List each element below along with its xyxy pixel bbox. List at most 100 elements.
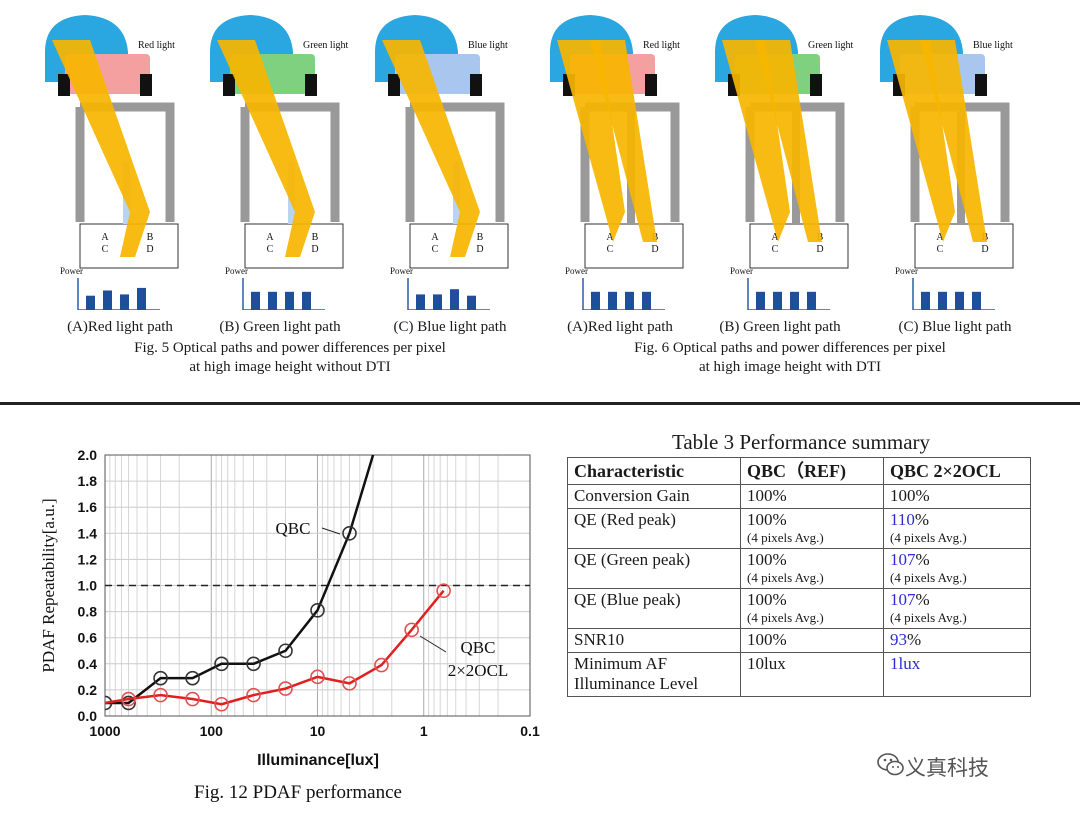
- pixel-label-c: C: [267, 244, 274, 255]
- y-tick-label: 0.2: [78, 682, 98, 698]
- light-beam-left: [887, 40, 955, 242]
- data-point: [404, 622, 419, 638]
- power-bar-b: [938, 291, 947, 310]
- light-name: Green light: [808, 40, 853, 51]
- light-beam-right: [920, 40, 987, 242]
- ref-value: 100%: [747, 630, 787, 649]
- power-bar-c: [790, 291, 799, 310]
- ref-value: 100%: [747, 486, 787, 505]
- power-bar-c: [120, 294, 129, 310]
- table-row: QE (Red peak) 100% (4 pixels Avg.) 110% (4 p…: [567, 508, 1031, 549]
- power-chart: PowerABCD: [390, 266, 490, 310]
- ref-value: 10lux: [747, 654, 786, 673]
- light-name: Red light: [643, 40, 680, 51]
- series-line: [105, 589, 445, 706]
- power-bar-d: [302, 291, 311, 310]
- data-point: [214, 656, 229, 672]
- ocl-highlight-value: 107: [890, 590, 916, 609]
- ocl-highlight-value: 107: [890, 550, 916, 569]
- light-name: Blue light: [468, 40, 508, 51]
- light-name: Red light: [138, 40, 175, 51]
- pdaf-performance-chart: 0.0 0.2 0.4 0.6 0.8 1.0 1.2 1.4 1.6 1.8 2.0 1000 100…: [0, 430, 560, 810]
- table-row: Minimum AF Illuminance Level 10lux 1lux: [567, 652, 1031, 697]
- pixel-label-b: B: [477, 232, 484, 243]
- figure-caption: Fig. 12 PDAF performance: [194, 782, 402, 803]
- ocl-sub: (4 pixels Avg.): [890, 530, 967, 545]
- power-bar-d: [642, 291, 651, 310]
- data-point: [153, 687, 168, 703]
- cell-qbc-ocl: 107% (4 pixels Avg.): [883, 588, 1031, 629]
- data-point: [185, 670, 200, 686]
- annotation-ocl-line1: QBC: [461, 638, 496, 657]
- power-label: Power: [895, 266, 918, 276]
- cell-qbc-ref: 100% (4 pixels Avg.): [740, 588, 884, 629]
- metal-grid-left: [388, 74, 400, 96]
- pixel-label-a: A: [431, 232, 439, 243]
- power-bar-d: [972, 291, 981, 310]
- light-name: Green light: [303, 40, 348, 51]
- light-name: Blue light: [973, 40, 1013, 51]
- power-bar-d: [807, 291, 816, 310]
- power-label: Power: [390, 266, 413, 276]
- fig6-label-a: (A)Red light path: [567, 319, 673, 335]
- table-header-row: Characteristic QBC（REF) QBC 2×2OCL: [567, 457, 1031, 485]
- power-bar-b: [268, 291, 277, 310]
- ocl-highlight-value: 93: [890, 630, 907, 649]
- pixel-label-c: C: [607, 244, 614, 255]
- cell-characteristic: QE (Green peak): [567, 548, 741, 589]
- header-qbc-ref: QBC（REF): [740, 457, 884, 485]
- power-chart: PowerABCD: [565, 266, 665, 310]
- power-chart: PowerABCD: [225, 266, 325, 310]
- ocl-value: %: [915, 590, 930, 609]
- light-beam-left: [557, 40, 625, 242]
- cell-qbc-ref: 100% (4 pixels Avg.): [740, 548, 884, 589]
- pixel-label-b: B: [312, 232, 319, 243]
- x-tick-label: 100: [200, 723, 224, 739]
- data-point: [121, 695, 136, 711]
- data-point: [278, 643, 293, 659]
- data-point: [246, 656, 261, 672]
- section-divider: [0, 402, 1080, 405]
- annotation-ocl-line2: 2×2OCL: [448, 661, 509, 680]
- fig5-caption-line1: Fig. 5 Optical paths and power differenc…: [134, 340, 446, 356]
- y-tick-label: 0.4: [78, 656, 98, 672]
- x-tick-label: 0.1: [520, 723, 540, 739]
- power-bar-c: [955, 291, 964, 310]
- pixel-label-a: A: [266, 232, 274, 243]
- annotation-qbc-leader: [321, 527, 341, 535]
- pixel-label-d: D: [476, 244, 483, 255]
- fig5-caption-line2: at high image height without DTI: [189, 359, 391, 375]
- light-beam-right: [755, 40, 822, 242]
- pixel-label-d: D: [311, 244, 318, 255]
- power-label: Power: [730, 266, 753, 276]
- pixel-label-c: C: [432, 244, 439, 255]
- power-bar-b: [103, 290, 112, 310]
- pixel-label-a: A: [771, 232, 779, 243]
- light-beam: [382, 40, 480, 257]
- x-tick-label: 10: [310, 723, 326, 739]
- ref-sub: (4 pixels Avg.): [747, 610, 824, 625]
- light-beam-left: [722, 40, 790, 242]
- pixel-label-c: C: [772, 244, 779, 255]
- annotation-qbc: QBC: [276, 519, 311, 538]
- header-qbc-ocl: QBC 2×2OCL: [883, 457, 1031, 485]
- data-point: [342, 526, 357, 541]
- pixel-label-a: A: [606, 232, 614, 243]
- header-characteristic: Characteristic: [567, 457, 741, 485]
- data-point: [185, 691, 200, 707]
- metal-grid-right: [810, 74, 822, 96]
- pixel-label-d: D: [816, 244, 823, 255]
- y-tick-label: 1.6: [78, 499, 98, 515]
- fig5-label-b: (B) Green light path: [219, 319, 341, 335]
- fig5-label-c: (C) Blue light path: [393, 319, 507, 335]
- pixel-label-b: B: [147, 232, 154, 243]
- annotation-ocl-leader: [419, 635, 447, 653]
- pixel-label-d: D: [146, 244, 153, 255]
- table-row: SNR10 100% 93%: [567, 628, 1031, 653]
- optical-panel-1: AC BD Red light PowerABCD: [45, 15, 179, 310]
- ocl-highlight-value: 1lux: [890, 654, 921, 673]
- pixel-label-d: D: [981, 244, 988, 255]
- y-axis-label: PDAF Repeatability[a.u.]: [39, 498, 58, 672]
